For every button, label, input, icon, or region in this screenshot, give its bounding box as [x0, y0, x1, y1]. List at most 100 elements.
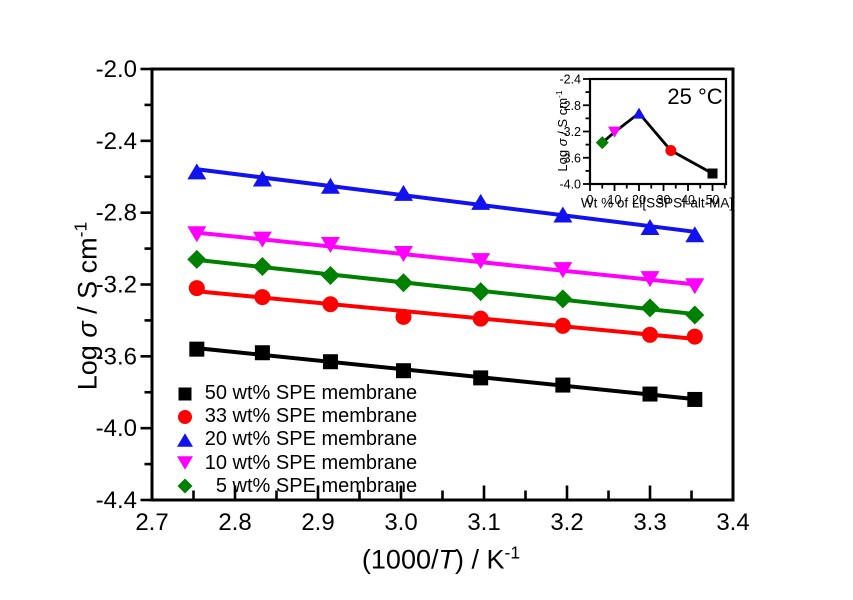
y-tick-label: -2.8	[96, 200, 137, 227]
x-tick-label: 3.2	[550, 509, 583, 536]
inset-data-point-triangle-down	[608, 126, 622, 138]
inset-y-tick-label: -4.0	[559, 178, 581, 192]
data-point-triangle-up	[320, 177, 340, 194]
sigma-symbol: σ	[72, 321, 103, 338]
inset-data-point-triangle-up	[632, 107, 646, 119]
inset-data-point-circle	[665, 145, 677, 157]
data-point-triangle-down	[685, 278, 705, 295]
data-point-diamond	[252, 257, 272, 277]
inset-y-axis-title-exponent: -1	[553, 90, 564, 98]
legend-item: 20 wt% SPE membrane	[170, 428, 417, 451]
x-axis-title-exponent: -1	[504, 542, 521, 563]
data-point-triangle-up	[685, 226, 705, 243]
inset-x-tick-label: 20	[632, 193, 646, 207]
data-point-diamond	[640, 298, 660, 318]
data-point-triangle-up	[553, 206, 573, 223]
legend-triangle-up-icon	[177, 433, 193, 447]
legend-label: wt% SPE membrane	[227, 405, 418, 428]
legend-label: wt% SPE membrane	[227, 474, 418, 497]
x-tick-label: 3.4	[716, 509, 749, 536]
y-tick-label: -2.0	[96, 56, 137, 83]
legend-label-number: 50	[204, 382, 227, 405]
data-point-square	[687, 391, 703, 407]
inset-sigma-symbol: σ	[555, 138, 571, 147]
inset-x-axis-title: Wt % of Li[SSPSI-alt-MA]	[580, 195, 734, 211]
data-point-triangle-down	[553, 262, 573, 279]
series-line-33wt	[194, 289, 697, 341]
data-point-circle	[254, 289, 271, 306]
y-tick-label: -2.4	[96, 128, 137, 155]
y-axis-title-text: Log	[72, 337, 103, 391]
data-point-circle	[472, 310, 489, 327]
inset-x-tick-label: 10	[608, 193, 622, 207]
data-point-triangle-up	[471, 193, 491, 210]
y-axis-title-exponent: -1	[70, 221, 91, 238]
data-point-circle	[554, 317, 571, 334]
main-plot-frame	[150, 67, 735, 502]
series-line-50wt	[194, 346, 697, 402]
data-point-circle	[188, 280, 205, 297]
x-tick-label: 2.7	[135, 509, 168, 536]
data-point-circle	[395, 308, 412, 325]
inset-y-axis-title-units: / S cm	[555, 97, 571, 139]
data-point-square	[555, 377, 571, 393]
main-plot: 2.7 2.8 2.9 3.0 3.1 3.2 3.3 3.4 -2.0 -2.4 -2.8 -3.2…	[96, 56, 750, 536]
inset-temperature-label: 25 °C	[667, 84, 723, 109]
data-point-square	[473, 370, 489, 386]
series-line-10wt	[194, 230, 697, 287]
data-point-diamond	[393, 273, 413, 293]
data-point-square	[642, 386, 658, 402]
legend-label-number: 33	[204, 405, 227, 428]
data-point-square	[395, 363, 411, 379]
y-axis-title: Log σ / S cm-1	[71, 222, 104, 390]
legend-item: 33 wt% SPE membrane	[170, 405, 417, 428]
data-point-triangle-down	[252, 231, 272, 248]
x-tick-label: 3.3	[633, 509, 666, 536]
inset-x-tick-label: 30	[657, 193, 671, 207]
legend-circle-icon	[178, 409, 192, 424]
data-point-diamond	[471, 282, 491, 302]
inset-plot-frame	[588, 77, 728, 186]
legend-item: 5 wt% SPE membrane	[170, 475, 417, 498]
triangle-up-marker	[177, 433, 193, 447]
diamond-marker	[177, 478, 193, 494]
data-point-square	[189, 341, 205, 357]
legend-triangle-down-icon	[177, 456, 193, 470]
inset-x-tick-label: 50	[706, 193, 720, 207]
legend-label: wt% SPE membrane	[227, 382, 418, 405]
x-tick-label: 2.8	[218, 509, 251, 536]
x-axis-title: (1000/T) / K-1	[362, 543, 520, 576]
data-point-triangle-up	[393, 184, 413, 201]
legend-label: wt% SPE membrane	[227, 451, 418, 474]
data-point-circle	[322, 296, 339, 313]
legend-diamond-icon	[177, 478, 193, 494]
series-line-5wt	[194, 257, 697, 317]
x-tick-label: 3.0	[384, 509, 417, 536]
inset-data-point-square	[707, 168, 718, 179]
legend-label-number: 10	[204, 451, 227, 474]
x-axis-title-text: (1000/	[361, 544, 439, 575]
data-point-circle	[642, 326, 658, 343]
legend-label-number: 5	[215, 474, 227, 497]
legend-item: 50 wt% SPE membrane	[170, 382, 417, 405]
data-point-diamond	[685, 305, 705, 325]
x-tick-label: 2.9	[301, 509, 334, 536]
data-point-diamond	[187, 249, 207, 269]
inset-data-point-diamond	[595, 136, 609, 150]
y-tick-label: -4.4	[96, 487, 137, 514]
x-tick-label: 3.1	[467, 509, 500, 536]
inset-y-axis-title: Log σ / S cm-1	[554, 90, 570, 171]
x-axis-title-units: ) / K	[454, 544, 505, 575]
inset-y-tick-label: -2.8	[559, 99, 581, 113]
data-point-triangle-up	[187, 163, 207, 180]
legend-square-icon	[178, 387, 192, 401]
data-point-triangle-down	[471, 253, 491, 270]
series-line-20wt	[194, 167, 697, 234]
temperature-symbol: T	[438, 544, 455, 575]
legend-item: 10 wt% SPE membrane	[170, 452, 417, 475]
triangle-down-marker	[177, 456, 193, 470]
data-point-square	[322, 354, 338, 370]
inset-y-tick-label: -3.6	[559, 151, 581, 165]
